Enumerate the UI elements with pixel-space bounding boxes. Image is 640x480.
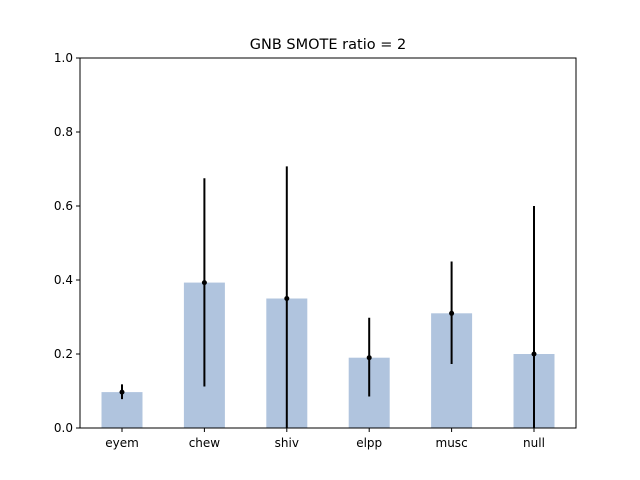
point-musc: [449, 310, 455, 316]
point-elpp: [366, 355, 372, 361]
x-tick-label-chew: chew: [189, 436, 221, 450]
chart-title: GNB SMOTE ratio = 2: [250, 37, 406, 53]
x-tick-label-shiv: shiv: [275, 436, 299, 450]
plot-area: 0.0 0.2 0.4 0.6 0.8 1.0 eyem chew shiv elpp musc nu…: [54, 51, 555, 450]
y-tick-label: 0.2: [54, 347, 73, 361]
point-null: [531, 351, 537, 357]
plot-frame: [79, 57, 577, 429]
point-shiv: [284, 296, 290, 301]
y-tick-label: 0.6: [54, 199, 73, 213]
y-tick-label: 0.4: [54, 273, 73, 287]
point-eyem: [119, 389, 125, 395]
x-tick-label-null: null: [523, 436, 545, 450]
y-tick-label: 0.0: [54, 421, 73, 435]
y-tick-label: 1.0: [54, 51, 73, 65]
point-chew: [201, 280, 207, 286]
x-tick-label-eyem: eyem: [105, 436, 139, 450]
y-tick-label: 0.8: [54, 125, 73, 139]
x-tick-label-musc: musc: [436, 436, 468, 450]
x-tick-label-elpp: elpp: [356, 436, 382, 450]
